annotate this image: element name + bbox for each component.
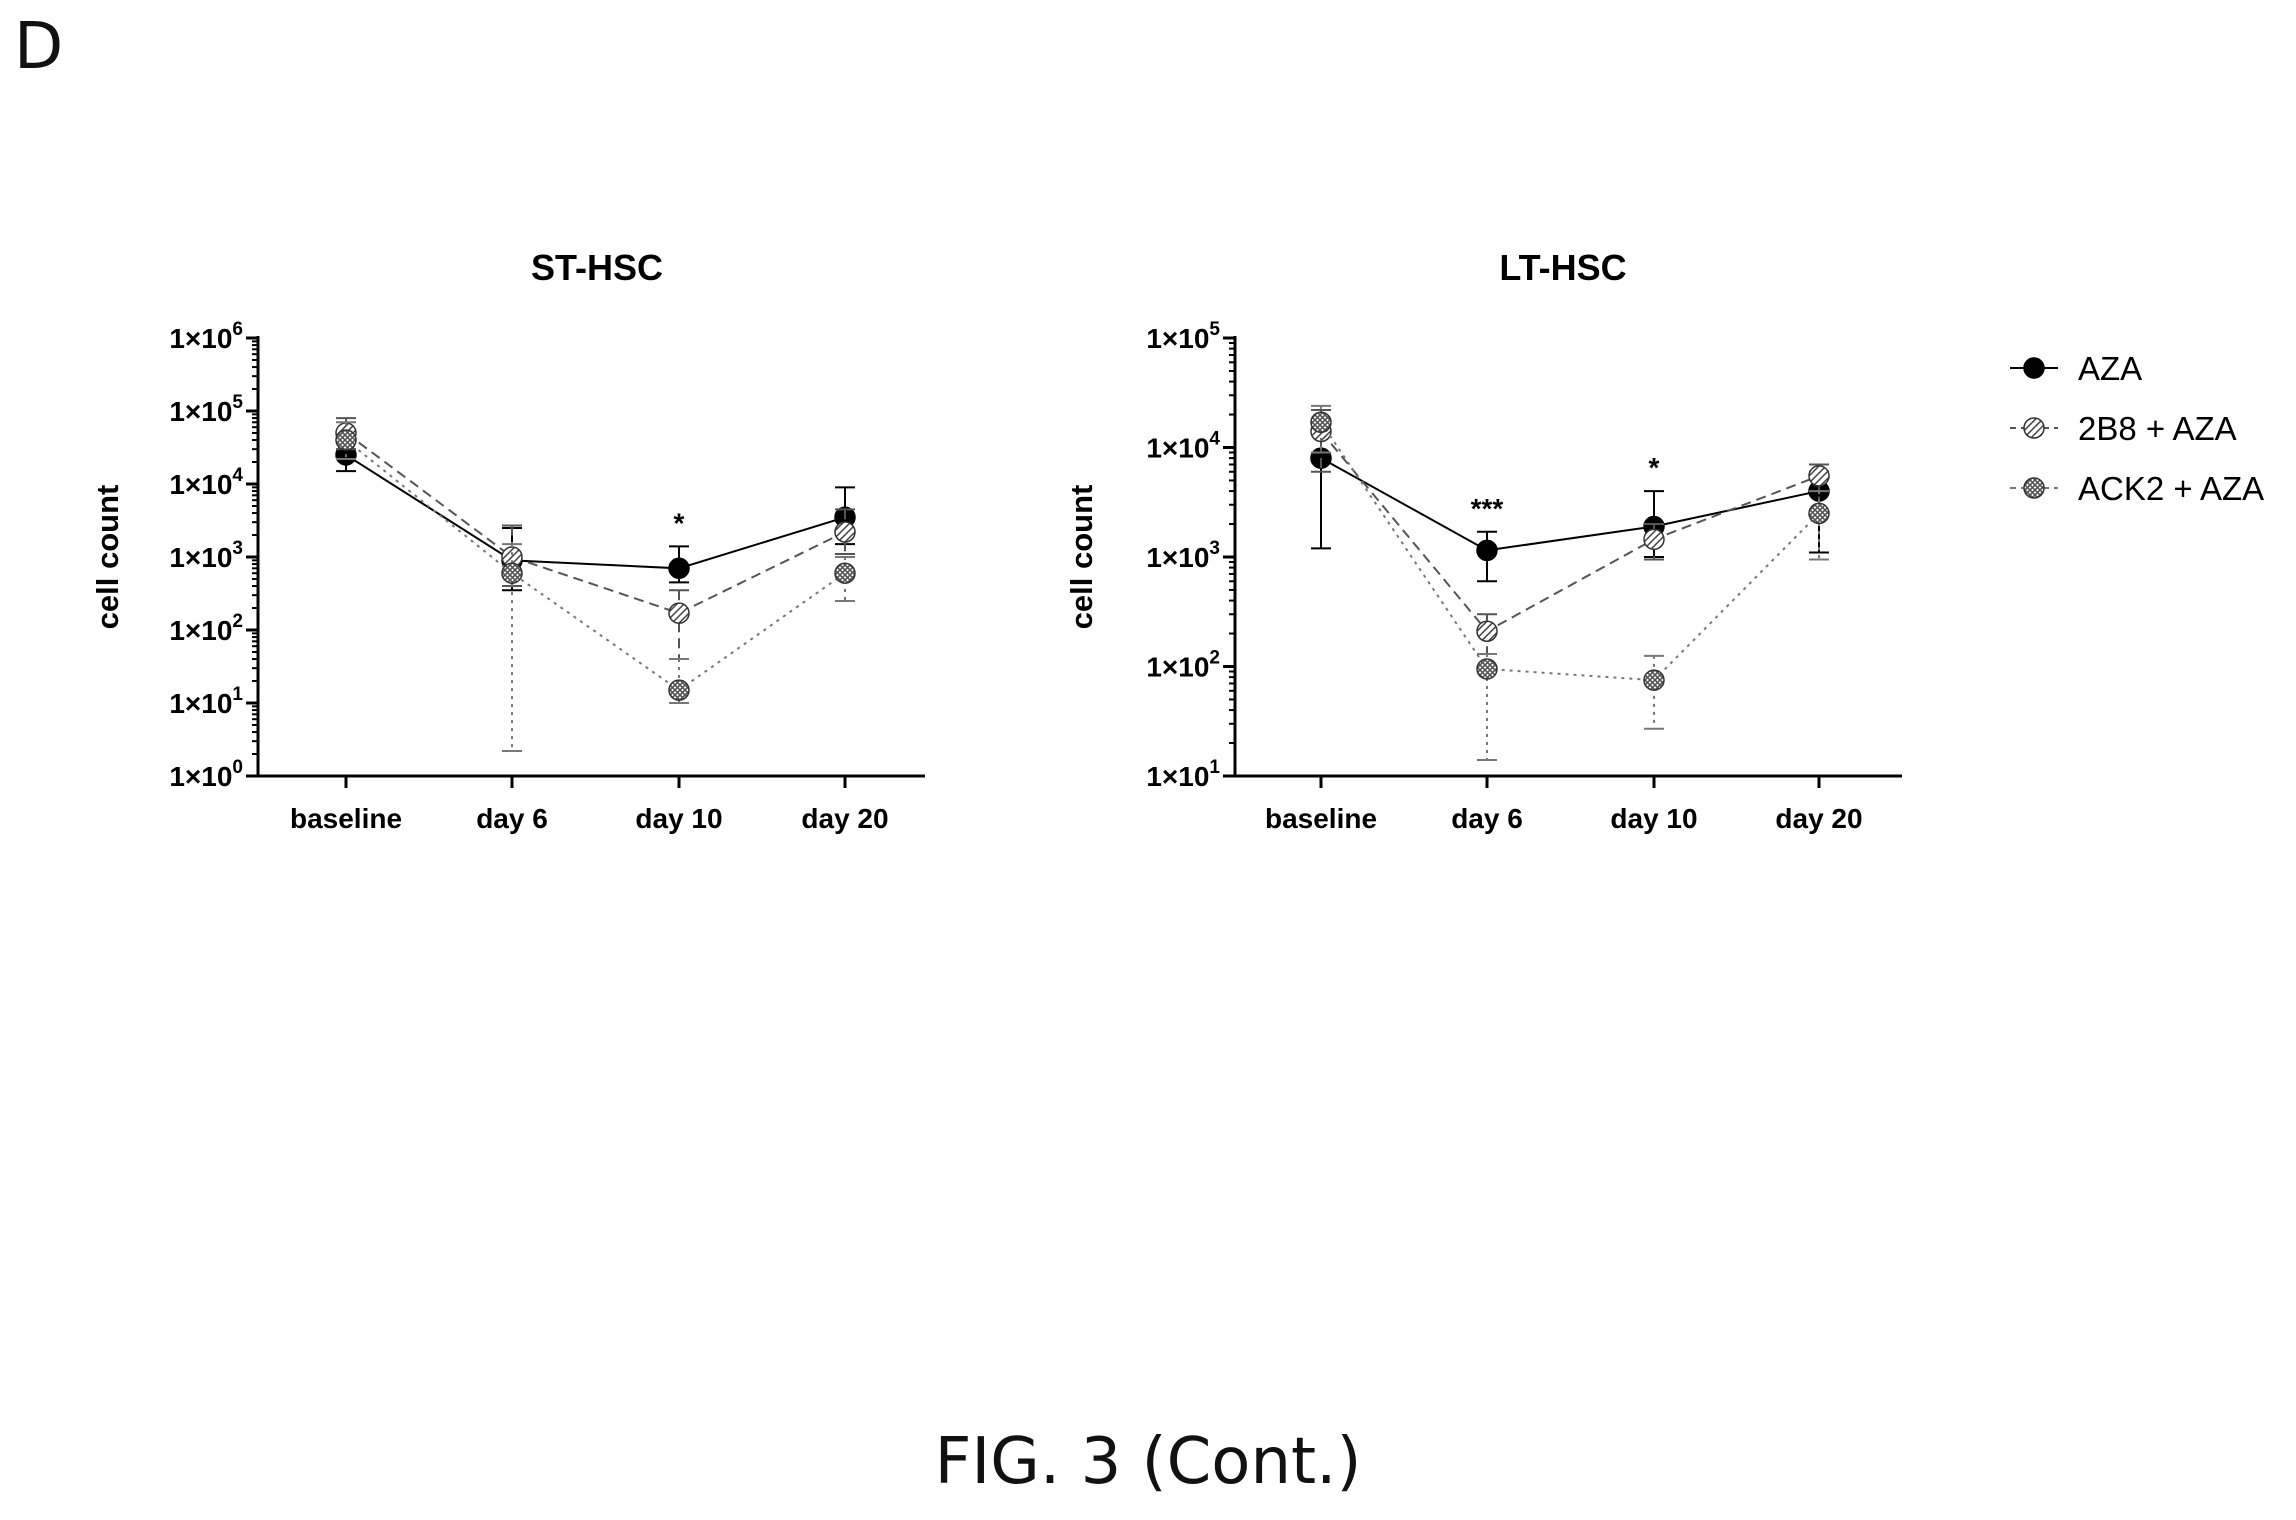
y-tick-label: 1×101 [1146, 757, 1220, 792]
x-tick-label: day 6 [1451, 803, 1523, 834]
x-tick-label: day 20 [801, 803, 888, 834]
data-point [501, 562, 523, 584]
series-aza [335, 440, 856, 592]
series-line [1320, 421, 1820, 682]
significance-marker: *** [1471, 493, 1504, 524]
x-tick-label: day 10 [1610, 803, 1697, 834]
y-tick-label: 1×102 [169, 611, 243, 646]
chart-st-hsc: ST-HSC cell count 1×100 1×101 1×102 1×103 1×10… [90, 247, 925, 834]
x-tick-label: baseline [1265, 803, 1377, 834]
legend-label: ACK2 + AZA [2078, 470, 2264, 507]
data-point [1643, 669, 1665, 691]
data-point [1643, 528, 1665, 551]
series-line [1320, 430, 1820, 633]
chart-lt-hsc: LT-HSC cell count 1×101 1×102 1×103 1×104 1×10… [1064, 247, 1902, 834]
legend: AZA 2B8 + AZA ACK2 + AZA [2010, 350, 2264, 507]
y-tick-label: 1×101 [169, 684, 243, 719]
panel-letter: D [14, 10, 64, 84]
y-tick-label: 1×103 [169, 538, 243, 573]
significance-marker: * [1649, 452, 1660, 483]
y-tick-label: 1×106 [169, 319, 243, 354]
legend-marker [2023, 477, 2045, 499]
chart-title: LT-HSC [1499, 247, 1626, 288]
data-point [668, 602, 690, 624]
data-point [1476, 658, 1498, 680]
y-tick-label: 1×102 [1146, 648, 1220, 683]
figure-caption: FIG. 3 (Cont.) [934, 1425, 1362, 1499]
data-point [1476, 620, 1498, 642]
y-tick-label: 1×103 [1146, 538, 1220, 573]
series-ack2-aza [1310, 404, 1830, 761]
series-aza [1310, 430, 1830, 583]
y-tick-label: 1×105 [1146, 319, 1220, 354]
data-point [1808, 502, 1830, 525]
legend-marker [2023, 357, 2045, 379]
series-2b8-aza [1310, 409, 1830, 656]
x-tick-label: day 6 [476, 803, 548, 834]
data-point [834, 562, 856, 584]
x-tick-label: day 10 [635, 803, 722, 834]
chart-title: ST-HSC [531, 247, 663, 288]
data-point [1310, 411, 1332, 434]
data-point [1476, 539, 1498, 562]
y-tick-label: 1×104 [169, 465, 243, 500]
data-point [1808, 465, 1830, 487]
significance-marker: * [674, 507, 685, 538]
y-axis-label: cell count [1064, 485, 1099, 630]
x-tick-label: baseline [290, 803, 402, 834]
series-line [345, 432, 846, 615]
y-tick-label: 1×100 [169, 757, 243, 792]
y-tick-label: 1×105 [169, 392, 243, 427]
legend-marker [2023, 417, 2045, 439]
series-line [345, 439, 846, 692]
legend-label: 2B8 + AZA [2078, 410, 2237, 447]
data-point [335, 429, 357, 451]
series-ack2-aza [335, 421, 856, 753]
x-tick-label: day 20 [1775, 803, 1862, 834]
y-tick-label: 1×104 [1146, 429, 1220, 464]
y-axis-label: cell count [90, 485, 125, 630]
series-line [1320, 457, 1820, 552]
data-point [834, 521, 856, 543]
series-line [345, 454, 846, 570]
data-point [668, 679, 690, 701]
data-point [668, 557, 690, 580]
legend-label: AZA [2078, 350, 2142, 387]
